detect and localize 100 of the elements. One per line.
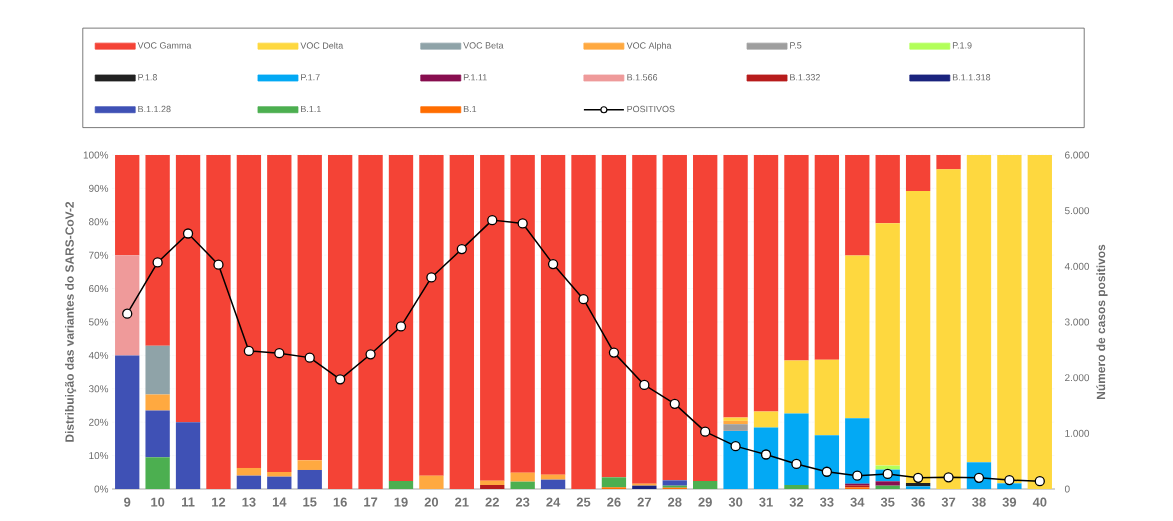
bar bbox=[875, 465, 900, 470]
bar bbox=[875, 155, 900, 224]
bar bbox=[784, 360, 809, 414]
point bbox=[547, 258, 559, 270]
legend-label: POSITIVOS bbox=[627, 105, 675, 113]
point bbox=[1004, 474, 1015, 486]
point bbox=[760, 449, 772, 460]
y-tick-label: 80% bbox=[88, 218, 109, 226]
x-tick-label: 40 bbox=[1032, 497, 1047, 507]
bar bbox=[115, 255, 140, 356]
legend-label: P.5 bbox=[790, 42, 802, 49]
bar bbox=[1027, 155, 1052, 489]
x-tick-label: 23 bbox=[515, 497, 530, 507]
bar bbox=[175, 422, 201, 489]
bar bbox=[145, 345, 170, 395]
y-tick-label: 100% bbox=[83, 151, 109, 159]
bar bbox=[936, 155, 961, 170]
point bbox=[122, 308, 133, 319]
bar bbox=[236, 475, 262, 489]
x-tick-label: 29 bbox=[698, 497, 712, 507]
legend-label: VOC Beta bbox=[463, 42, 504, 49]
bar bbox=[358, 155, 383, 489]
x-tick-label: 30 bbox=[728, 497, 743, 507]
y2-tick-label: 3.000 bbox=[1064, 318, 1090, 326]
bar bbox=[145, 394, 170, 411]
bar bbox=[510, 472, 535, 482]
bar bbox=[297, 155, 322, 461]
point bbox=[517, 218, 528, 229]
point bbox=[304, 352, 315, 363]
x-tick-label: 28 bbox=[668, 497, 682, 507]
bar bbox=[540, 479, 566, 489]
bar bbox=[723, 424, 748, 431]
legend-label: B.1.332 bbox=[790, 74, 820, 81]
point bbox=[791, 458, 802, 470]
point bbox=[669, 398, 680, 409]
x-tick-label: 11 bbox=[182, 497, 195, 507]
point bbox=[395, 321, 407, 332]
x-tick-label: 9 bbox=[124, 497, 131, 507]
point bbox=[152, 257, 163, 268]
legend-label: VOC Delta bbox=[300, 42, 344, 49]
x-tick-label: 35 bbox=[880, 497, 895, 507]
bar bbox=[510, 481, 535, 489]
y2-tick-label: 6.000 bbox=[1065, 151, 1090, 159]
bar bbox=[814, 155, 840, 360]
point bbox=[943, 472, 954, 483]
y2-tick-label: 1.000 bbox=[1065, 429, 1090, 437]
bar bbox=[297, 460, 322, 470]
bar bbox=[236, 467, 262, 476]
x-tick-label: 32 bbox=[789, 497, 804, 507]
point bbox=[700, 426, 711, 437]
x-tick-label: 27 bbox=[637, 497, 651, 507]
y-tick-label: 0% bbox=[94, 485, 109, 493]
bar bbox=[388, 155, 414, 481]
x-tick-label: 19 bbox=[394, 497, 408, 507]
y2-tick-label: 0 bbox=[1064, 485, 1070, 493]
bar bbox=[480, 480, 505, 485]
bar bbox=[145, 155, 170, 346]
x-tick-label: 37 bbox=[941, 497, 956, 507]
x-tick-label: 34 bbox=[850, 497, 865, 507]
y-tick-label: 10% bbox=[89, 452, 109, 460]
point bbox=[456, 243, 467, 255]
y-tick-label: 50% bbox=[88, 318, 109, 326]
bar bbox=[419, 155, 444, 476]
legend-label: P.1.7 bbox=[301, 74, 320, 81]
bar bbox=[115, 355, 140, 489]
bar bbox=[480, 484, 505, 489]
x-tick-label: 12 bbox=[212, 497, 226, 507]
bar bbox=[814, 359, 840, 436]
y2-tick-label: 5.000 bbox=[1064, 207, 1090, 215]
bar bbox=[601, 477, 627, 488]
point bbox=[365, 349, 376, 360]
point bbox=[335, 374, 346, 385]
bar bbox=[723, 420, 748, 425]
point bbox=[274, 348, 285, 359]
legend-label: P.1.8 bbox=[138, 74, 157, 81]
y2-tick-label: 2.000 bbox=[1065, 374, 1090, 382]
point bbox=[821, 466, 833, 477]
point bbox=[1034, 476, 1045, 487]
bar bbox=[753, 411, 779, 428]
bar bbox=[693, 480, 718, 489]
bar bbox=[753, 427, 779, 489]
x-tick-label: 38 bbox=[972, 497, 986, 507]
point bbox=[426, 272, 437, 283]
x-tick-label: 25 bbox=[576, 497, 591, 507]
legend-label: P.1.9 bbox=[952, 42, 972, 49]
point bbox=[639, 379, 650, 391]
bar bbox=[267, 476, 292, 489]
bar bbox=[784, 155, 809, 361]
bar bbox=[753, 155, 779, 412]
x-tick-label: 17 bbox=[364, 497, 378, 507]
y-tick-label: 20% bbox=[89, 418, 109, 426]
x-tick-label: 16 bbox=[333, 497, 347, 507]
x-tick-label: 20 bbox=[424, 497, 439, 507]
bar bbox=[571, 155, 596, 489]
point bbox=[182, 228, 194, 239]
y2-tick-label: 4.000 bbox=[1064, 262, 1090, 270]
x-tick-label: 13 bbox=[242, 497, 256, 507]
x-tick-label: 31 bbox=[759, 497, 773, 507]
bar bbox=[784, 413, 809, 485]
bar bbox=[145, 410, 170, 458]
